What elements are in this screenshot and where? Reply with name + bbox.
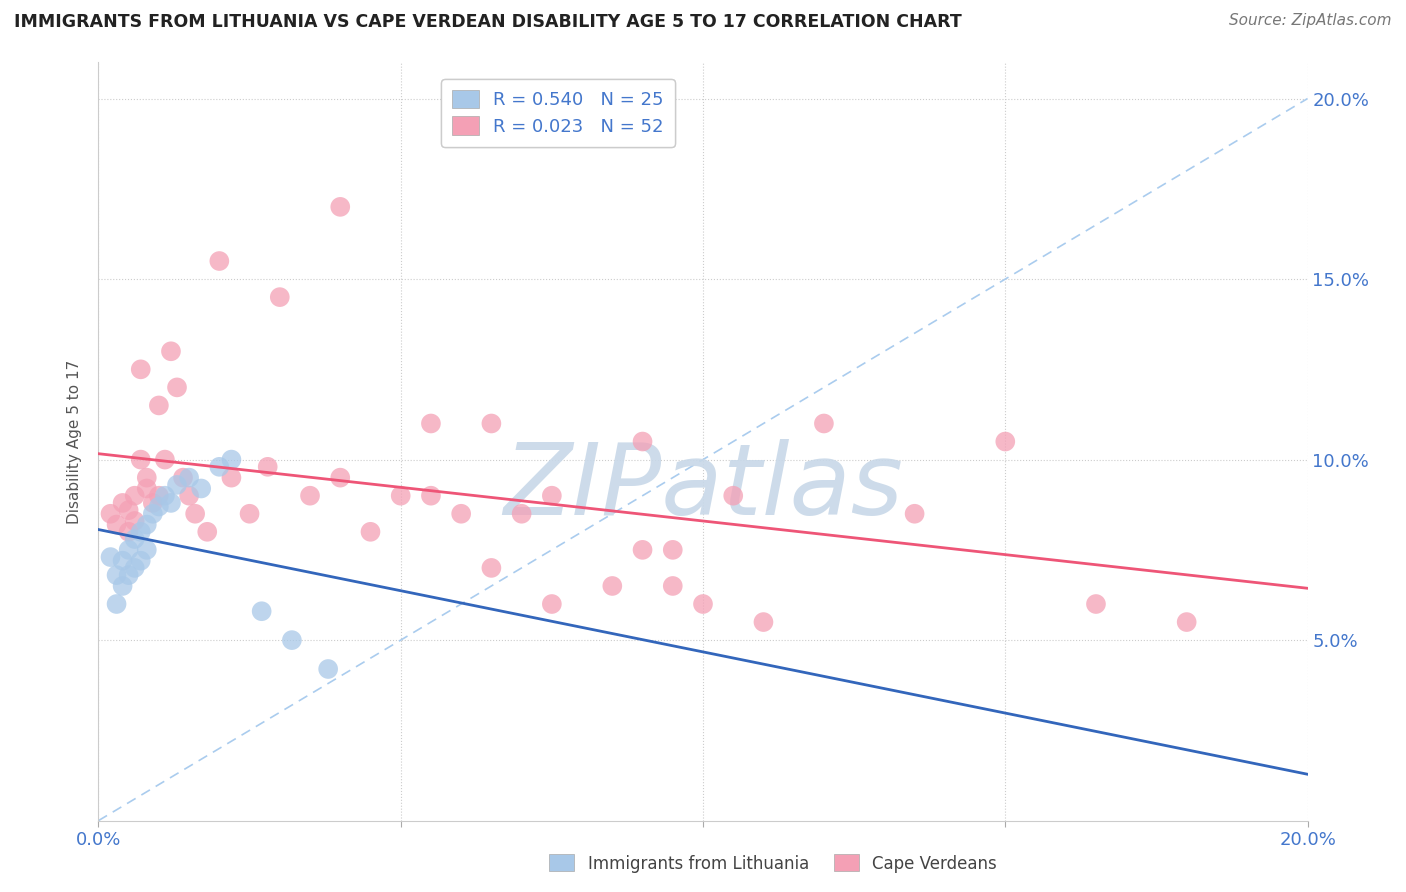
Point — [221, 470, 243, 484]
Y-axis label: Disability Age 5 to 17: Disability Age 5 to 17 — [67, 359, 83, 524]
Point — [450, 507, 472, 521]
Point — [602, 579, 624, 593]
Point — [299, 489, 322, 503]
Point — [994, 434, 1017, 449]
Point — [281, 633, 304, 648]
Point — [420, 489, 443, 503]
Point — [135, 470, 157, 484]
Point — [329, 200, 352, 214]
Point — [166, 478, 188, 492]
Point — [124, 514, 146, 528]
Point — [105, 597, 128, 611]
Legend: R = 0.540   N = 25, R = 0.023   N = 52: R = 0.540 N = 25, R = 0.023 N = 52 — [441, 79, 675, 146]
Text: IMMIGRANTS FROM LITHUANIA VS CAPE VERDEAN DISABILITY AGE 5 TO 17 CORRELATION CHA: IMMIGRANTS FROM LITHUANIA VS CAPE VERDEA… — [14, 13, 962, 31]
Point — [1175, 615, 1198, 629]
Point — [195, 524, 218, 539]
Point — [481, 561, 503, 575]
Point — [221, 452, 243, 467]
Point — [129, 362, 152, 376]
Point — [105, 517, 128, 532]
Point — [813, 417, 835, 431]
Point — [100, 550, 122, 565]
Text: ZIPatlas: ZIPatlas — [503, 439, 903, 535]
Point — [510, 507, 533, 521]
Point — [208, 459, 231, 474]
Point — [100, 507, 122, 521]
Point — [481, 417, 503, 431]
Point — [166, 380, 188, 394]
Point — [105, 568, 128, 582]
Point — [661, 579, 683, 593]
Point — [631, 542, 654, 557]
Point — [269, 290, 291, 304]
Point — [129, 524, 152, 539]
Point — [160, 496, 183, 510]
Point — [153, 489, 176, 503]
Point — [118, 524, 141, 539]
Point — [389, 489, 412, 503]
Point — [239, 507, 262, 521]
Point — [540, 489, 562, 503]
Point — [540, 597, 562, 611]
Text: Source: ZipAtlas.com: Source: ZipAtlas.com — [1229, 13, 1392, 29]
Point — [153, 452, 176, 467]
Point — [129, 452, 152, 467]
Point — [179, 470, 201, 484]
Point — [142, 507, 165, 521]
Point — [752, 615, 775, 629]
Point — [329, 470, 352, 484]
Point — [692, 597, 714, 611]
Point — [135, 542, 157, 557]
Point — [142, 496, 165, 510]
Point — [111, 554, 134, 568]
Point — [118, 568, 141, 582]
Point — [661, 542, 683, 557]
Point — [179, 489, 201, 503]
Point — [129, 554, 152, 568]
Point — [111, 579, 134, 593]
Point — [723, 489, 745, 503]
Point — [118, 503, 141, 517]
Point — [172, 470, 194, 484]
Point — [316, 662, 339, 676]
Legend: Immigrants from Lithuania, Cape Verdeans: Immigrants from Lithuania, Cape Verdeans — [543, 847, 1004, 880]
Point — [124, 489, 146, 503]
Point — [1085, 597, 1108, 611]
Point — [111, 496, 134, 510]
Point — [118, 542, 141, 557]
Point — [135, 517, 157, 532]
Point — [148, 489, 170, 503]
Point — [250, 604, 273, 618]
Point — [184, 507, 207, 521]
Point — [160, 344, 183, 359]
Point — [148, 500, 170, 514]
Point — [208, 254, 231, 268]
Point — [256, 459, 278, 474]
Point — [360, 524, 382, 539]
Point — [148, 399, 170, 413]
Point — [631, 434, 654, 449]
Point — [135, 482, 157, 496]
Point — [124, 532, 146, 546]
Point — [124, 561, 146, 575]
Point — [190, 482, 212, 496]
Point — [420, 417, 443, 431]
Point — [904, 507, 927, 521]
